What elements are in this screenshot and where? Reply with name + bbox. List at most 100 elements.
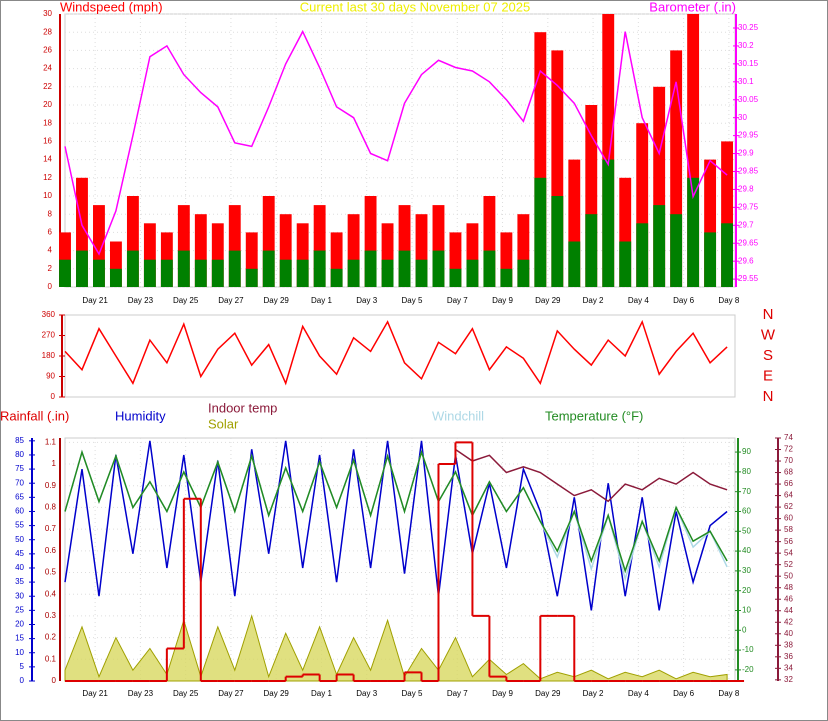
x-tick-label: Day 5 xyxy=(402,296,423,305)
y-tick-label: 20 xyxy=(43,100,52,109)
y3-tick-label: 15 xyxy=(15,634,24,643)
bar xyxy=(109,268,122,287)
y-tick-label: 16 xyxy=(43,137,52,146)
y-tick-label: 4 xyxy=(48,246,53,255)
y-tick-label: 90 xyxy=(46,372,55,381)
bar xyxy=(381,223,394,287)
bar xyxy=(160,259,173,287)
x-tick-label: Day 21 xyxy=(82,689,108,698)
x-tick-label: Day 23 xyxy=(128,689,154,698)
y2-tick-label: 60 xyxy=(742,507,751,516)
y3-tick-label: 70 xyxy=(15,478,24,487)
y2-tick-label: N xyxy=(763,306,774,323)
bar xyxy=(636,223,649,287)
bar xyxy=(670,214,683,287)
bar xyxy=(177,205,190,287)
y-tick-label: 0 xyxy=(48,282,53,291)
y2-tick-label: 29.95 xyxy=(738,131,759,140)
chart-title: Current last 30 days November 07 2025 xyxy=(300,0,531,14)
bar xyxy=(296,259,309,287)
bar xyxy=(381,259,394,287)
x-tick-label: Day 25 xyxy=(173,689,199,698)
bar xyxy=(143,223,156,287)
y4-tick-label: 74 xyxy=(784,433,793,442)
y2-tick-label: -20 xyxy=(742,665,754,674)
y3-tick-label: 50 xyxy=(15,535,24,544)
x-tick-label: Day 1 xyxy=(311,296,332,305)
x-tick-label: Day 7 xyxy=(447,689,468,698)
bar xyxy=(143,259,156,287)
line xyxy=(64,440,728,611)
series-name: Humidity xyxy=(115,408,166,423)
y3-tick-label: 65 xyxy=(15,492,24,501)
bar xyxy=(483,250,496,287)
bar xyxy=(704,159,717,287)
y2-tick-label: 29.65 xyxy=(738,238,759,247)
y-tick-label: 22 xyxy=(43,82,52,91)
x-tick-label: Day 2 xyxy=(583,296,604,305)
x-tick-label: Day 4 xyxy=(628,296,649,305)
bar xyxy=(653,205,666,287)
series-name: Windchill xyxy=(432,408,484,423)
y-tick-label: 270 xyxy=(42,331,56,340)
series-name: Temperature (°F) xyxy=(545,408,643,423)
bar xyxy=(432,250,445,287)
series-name: Rainfall (.in) xyxy=(0,408,69,423)
y4-tick-label: 44 xyxy=(784,606,793,615)
y4-tick-label: 40 xyxy=(784,629,793,638)
y3-tick-label: 5 xyxy=(20,662,25,671)
y3-tick-label: 40 xyxy=(15,563,24,572)
series-name: Windspeed (mph) xyxy=(60,0,163,14)
y2-tick-label: N xyxy=(763,388,774,405)
x-tick-label: Day 6 xyxy=(673,296,694,305)
y-tick-label: 0.7 xyxy=(45,524,57,533)
y-tick-label: 0 xyxy=(51,392,56,401)
bar xyxy=(109,241,122,287)
y2-tick-label: 90 xyxy=(742,447,751,456)
y2-tick-label: 20 xyxy=(742,586,751,595)
y-tick-label: 6 xyxy=(48,228,53,237)
bar xyxy=(177,250,190,287)
bar xyxy=(364,196,377,287)
y3-tick-label: 85 xyxy=(15,436,24,445)
y-tick-label: 0 xyxy=(52,676,57,685)
bar xyxy=(279,214,292,287)
x-tick-label: Day 29 xyxy=(264,296,290,305)
bar xyxy=(93,205,105,287)
y3-tick-label: 0 xyxy=(20,676,25,685)
y4-tick-label: 34 xyxy=(784,663,793,672)
bar xyxy=(619,241,632,287)
y-tick-label: 0.8 xyxy=(45,503,57,512)
bar xyxy=(568,159,581,287)
y-tick-label: 30 xyxy=(43,9,52,18)
y4-tick-label: 32 xyxy=(784,675,793,684)
y2-tick-label: 40 xyxy=(742,546,751,555)
y4-tick-label: 50 xyxy=(784,571,793,580)
x-tick-label: Day 25 xyxy=(173,296,199,305)
y-tick-label: 8 xyxy=(48,209,53,218)
bar xyxy=(330,268,343,287)
x-tick-label: Day 3 xyxy=(356,689,377,698)
y4-tick-label: 52 xyxy=(784,560,793,569)
bar xyxy=(194,259,207,287)
y4-tick-label: 58 xyxy=(784,525,793,534)
bar xyxy=(398,250,411,287)
x-tick-label: Day 2 xyxy=(583,689,604,698)
bar xyxy=(585,105,598,287)
bar xyxy=(126,196,139,287)
x-tick-label: Day 1 xyxy=(311,689,332,698)
y2-tick-label: 29.55 xyxy=(738,274,759,283)
y-tick-label: 0.3 xyxy=(45,611,57,620)
bar xyxy=(228,205,241,287)
bar xyxy=(211,259,224,287)
bar xyxy=(517,214,530,287)
bar xyxy=(602,159,615,287)
bar xyxy=(330,232,343,287)
y-tick-label: 0.2 xyxy=(45,633,57,642)
bar xyxy=(500,232,513,287)
y2-tick-label: 30 xyxy=(738,113,747,122)
y3-tick-label: 30 xyxy=(15,591,24,600)
y4-tick-label: 66 xyxy=(784,479,793,488)
